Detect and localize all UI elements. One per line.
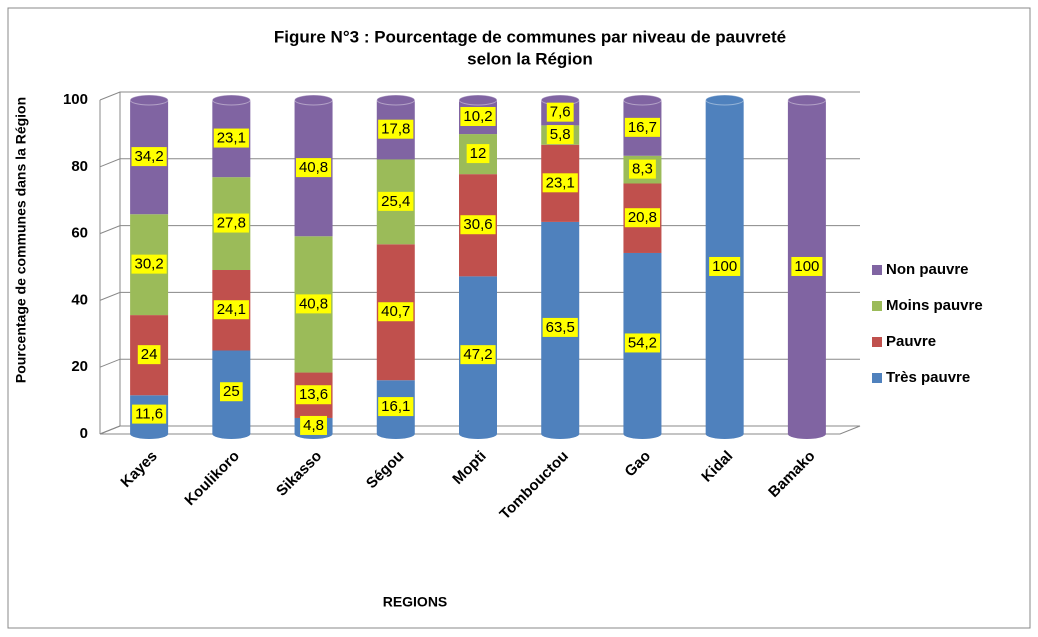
value-label-box <box>137 345 161 365</box>
value-label: 34,2 <box>135 148 164 165</box>
value-label: 5,8 <box>550 126 571 143</box>
value-label-box <box>378 397 414 417</box>
value-label: 13,6 <box>299 386 328 403</box>
legend-swatch <box>872 301 882 311</box>
y-tick-label: 80 <box>71 158 88 175</box>
value-label: 11,6 <box>135 406 163 423</box>
bar-cap <box>129 94 169 106</box>
legend-swatch <box>872 373 882 383</box>
value-label: 23,1 <box>217 130 246 147</box>
value-label: 40,8 <box>299 159 328 176</box>
bar-cap <box>294 94 334 106</box>
legend-swatch <box>872 265 882 275</box>
value-label: 16,7 <box>628 119 657 136</box>
grid-line <box>99 225 860 235</box>
value-label-box <box>542 317 578 337</box>
legend-label: Très pauvre <box>886 369 970 386</box>
value-label: 10,2 <box>463 108 492 125</box>
y-tick-label: 100 <box>63 91 88 108</box>
value-label-box <box>295 158 332 178</box>
legend-label: Non pauvre <box>886 261 969 278</box>
value-label-box <box>131 147 167 167</box>
value-label: 24,1 <box>217 301 246 318</box>
value-label: 24 <box>141 346 158 363</box>
y-tick-label: 60 <box>71 225 88 242</box>
value-label-box <box>624 333 661 353</box>
value-label: 100 <box>794 258 819 275</box>
chart-title: Figure N°3 : Pourcentage de communes par… <box>274 27 786 46</box>
value-label-box <box>460 215 496 235</box>
value-label: 27,8 <box>217 215 246 232</box>
value-label-box <box>295 294 332 314</box>
value-label-box <box>709 256 741 276</box>
value-label: 30,6 <box>463 216 492 233</box>
legend-label: Pauvre <box>886 333 936 350</box>
value-label: 4,8 <box>303 417 324 434</box>
x-axis-label: REGIONS <box>383 594 448 610</box>
value-label-box <box>624 117 661 137</box>
value-label-box <box>460 107 496 127</box>
value-label: 40,8 <box>299 295 328 312</box>
value-label: 23,1 <box>546 174 575 191</box>
grid-line <box>99 158 860 168</box>
value-label: 54,2 <box>628 334 657 351</box>
value-label-box <box>378 119 414 139</box>
value-label: 40,7 <box>381 303 410 320</box>
value-label: 7,6 <box>550 104 571 121</box>
bar-cap <box>211 94 251 106</box>
value-label-box <box>624 208 661 228</box>
value-label-box <box>131 254 167 274</box>
chart-title: selon la Région <box>467 49 593 68</box>
grid-line <box>99 291 860 301</box>
grid-line <box>99 425 860 435</box>
value-label-box <box>542 173 578 193</box>
value-label-box <box>132 404 167 424</box>
value-label-box <box>546 102 574 122</box>
value-label: 25 <box>223 383 240 400</box>
value-label-box <box>213 213 249 233</box>
value-label-box <box>378 302 414 322</box>
bar-cap <box>622 94 662 106</box>
y-tick-label: 40 <box>71 291 88 308</box>
value-label-box <box>213 128 249 148</box>
legend-swatch <box>872 337 882 347</box>
bar-cap <box>787 94 827 106</box>
value-label-box <box>378 191 414 211</box>
value-label: 12 <box>470 145 487 162</box>
value-label-box <box>460 345 496 365</box>
bar-cap <box>705 94 745 106</box>
value-label-box <box>300 415 327 435</box>
bar-cap <box>376 94 416 106</box>
value-label: 30,2 <box>135 256 164 273</box>
y-tick-label: 0 <box>80 425 88 442</box>
value-label: 47,2 <box>463 346 492 363</box>
value-label-box <box>219 382 243 402</box>
y-axis-label: Pourcentage de communes dans la Région <box>13 97 29 383</box>
value-label-box <box>295 385 332 405</box>
value-label: 17,8 <box>381 121 410 138</box>
value-label-box <box>546 125 574 145</box>
value-label-box <box>629 159 656 179</box>
value-label-box <box>466 144 490 164</box>
y-tick-label: 20 <box>71 358 88 375</box>
value-label: 16,1 <box>381 398 410 415</box>
legend-label: Moins pauvre <box>886 297 983 314</box>
grid-line <box>99 91 860 101</box>
value-label: 25,4 <box>381 193 410 210</box>
value-label-box <box>791 256 823 276</box>
value-label: 20,8 <box>628 209 657 226</box>
bar-cap <box>458 94 498 106</box>
value-label: 63,5 <box>546 319 575 336</box>
grid-line <box>99 358 860 368</box>
value-label-box <box>213 300 249 320</box>
value-label: 100 <box>712 258 737 275</box>
value-label: 8,3 <box>632 161 653 178</box>
chart-frame <box>7 7 1031 629</box>
